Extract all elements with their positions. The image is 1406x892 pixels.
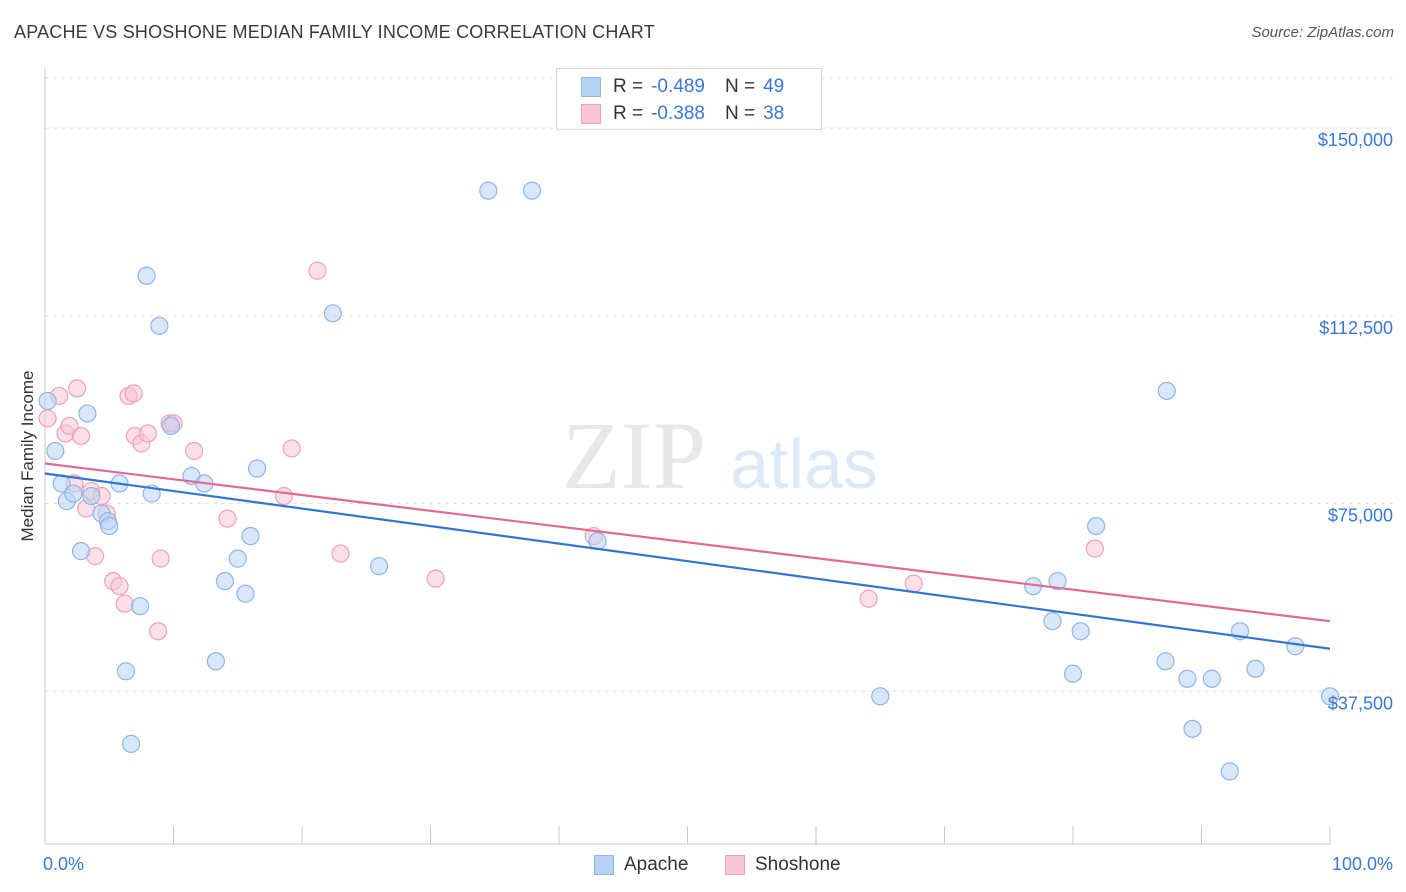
apache-point <box>247 459 267 478</box>
shoshone-point <box>110 577 129 596</box>
apache-point <box>1063 664 1083 683</box>
apache-point <box>130 597 150 616</box>
shoshone-point <box>218 509 237 528</box>
trend-lines <box>44 462 1331 650</box>
apache-n-label: N = <box>724 76 756 97</box>
apache-point <box>479 181 498 200</box>
y-axis-label: Median Family Income <box>18 370 37 541</box>
apache-point <box>1320 687 1340 706</box>
shoshone-legend-swatch <box>725 855 745 875</box>
apache-point <box>370 557 389 576</box>
shoshone-point <box>274 486 294 506</box>
apache-point <box>161 416 181 436</box>
apache-point <box>1220 762 1239 781</box>
apache-point <box>1043 612 1062 631</box>
shoshone-point <box>904 574 923 593</box>
apache-point <box>236 584 255 603</box>
series-legend-shoshone: Shoshone <box>725 852 841 878</box>
source-credit: Source: ZipAtlas.com <box>1251 24 1394 41</box>
apache-point <box>71 542 91 561</box>
apache-point <box>1156 652 1175 671</box>
apache-point <box>1071 622 1090 641</box>
apache-point <box>46 441 65 461</box>
shoshone-point <box>184 441 204 461</box>
apache-swatch <box>581 77 601 97</box>
apache-point <box>871 687 890 706</box>
shoshone-point <box>148 622 168 641</box>
apache-point <box>228 549 247 568</box>
apache-point <box>100 516 119 536</box>
shoshone-point <box>124 384 143 403</box>
apache-r-value: -0.489 <box>651 76 705 97</box>
legend-row-shoshone: R = -0.388 N = 38 <box>581 102 784 126</box>
apache-point <box>206 652 226 671</box>
apache-point <box>1178 669 1197 688</box>
shoshone-point <box>426 569 445 588</box>
x-tick-labels: 0.0% 100.0% <box>43 854 1393 874</box>
shoshone-swatch <box>581 104 601 124</box>
legend-row-apache: R = -0.489 N = 49 <box>581 75 784 99</box>
apache-point <box>78 404 97 423</box>
apache-point <box>116 662 136 681</box>
x-tick-label: 100.0% <box>1332 854 1393 874</box>
axes <box>44 68 1331 845</box>
watermark-atlas: atlas <box>730 425 878 503</box>
apache-point <box>38 391 57 411</box>
apache-point <box>1286 637 1305 656</box>
apache-point <box>1048 572 1067 591</box>
apache-point <box>323 304 342 323</box>
apache-point <box>1183 719 1202 738</box>
shoshone-point <box>308 261 327 280</box>
shoshone-point <box>115 594 134 613</box>
shoshone-point <box>71 426 91 446</box>
shoshone-r-label: R = <box>613 103 644 124</box>
shoshone-point <box>38 409 57 428</box>
apache-point <box>121 734 141 753</box>
shoshone-trend-line <box>44 462 1331 623</box>
apache-point <box>1202 669 1221 688</box>
shoshone-point <box>1085 539 1104 558</box>
apache-point <box>1157 381 1176 401</box>
apache-point <box>241 526 260 546</box>
y-tick-label: $75,000 <box>1328 506 1393 526</box>
apache-legend-label: Apache <box>624 854 689 875</box>
apache-point <box>1087 516 1106 536</box>
apache-trend-line <box>44 472 1331 650</box>
apache-point <box>215 572 234 591</box>
x-tick-label: 0.0% <box>43 854 84 874</box>
apache-point <box>137 266 156 285</box>
y-tick-label: $150,000 <box>1318 130 1393 150</box>
watermark: ZIP atlas <box>562 402 878 509</box>
correlation-legend: R = -0.489 N = 49 R = -0.388 N = 38 <box>556 68 822 130</box>
shoshone-point <box>60 416 79 436</box>
apache-point <box>82 486 101 506</box>
series-legend-apache: Apache <box>594 852 688 878</box>
y-tick-labels: $37,500 $75,000 $112,500 $150,000 <box>1318 130 1393 713</box>
apache-point <box>522 181 542 200</box>
apache-point <box>150 316 169 335</box>
apache-legend-swatch <box>594 855 614 875</box>
y-tick-label: $37,500 <box>1328 693 1393 713</box>
shoshone-n-value: 38 <box>763 103 785 124</box>
shoshone-legend-label: Shoshone <box>755 854 841 875</box>
y-tick-label: $112,500 <box>1319 318 1393 338</box>
apache-points <box>38 181 1340 781</box>
shoshone-n-label: N = <box>724 103 756 124</box>
shoshone-point <box>859 589 878 608</box>
watermark-zip: ZIP <box>562 402 706 509</box>
shoshone-point <box>138 424 157 443</box>
shoshone-point <box>68 379 87 398</box>
apache-point <box>64 484 83 503</box>
shoshone-r-value: -0.388 <box>651 103 705 124</box>
shoshone-point <box>151 549 170 568</box>
shoshone-point <box>331 544 350 563</box>
chart-title: APACHE VS SHOSHONE MEDIAN FAMILY INCOME … <box>14 22 655 42</box>
apache-n-value: 49 <box>763 76 785 97</box>
apache-r-label: R = <box>613 76 644 97</box>
apache-point <box>1246 659 1265 678</box>
shoshone-point <box>282 439 301 458</box>
